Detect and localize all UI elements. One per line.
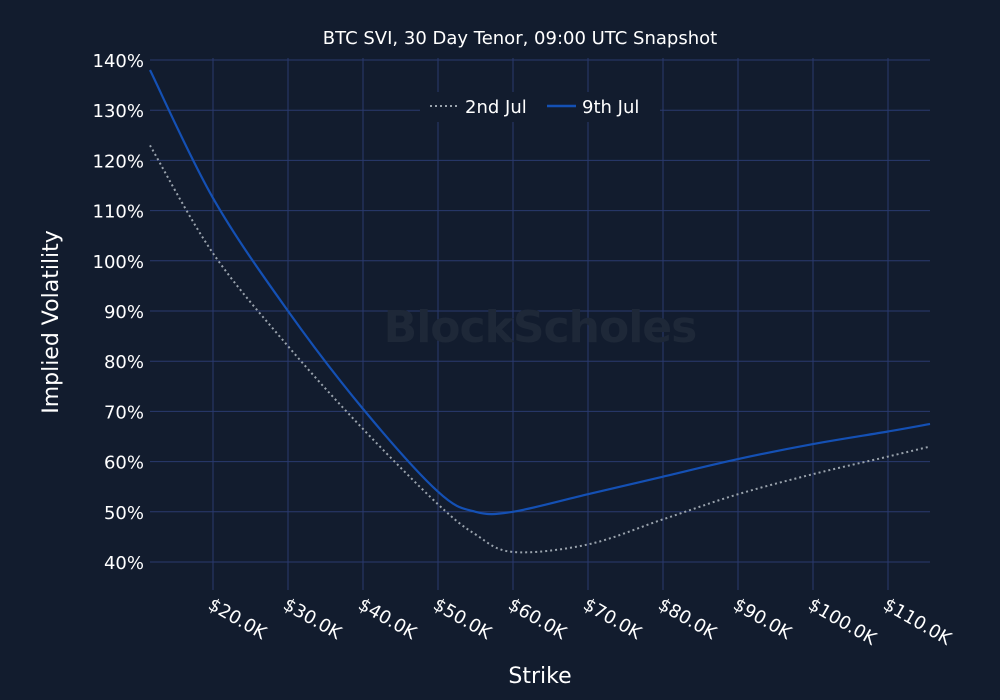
y-tick-label: 110%	[93, 202, 144, 223]
x-axis-title: Strike	[508, 664, 571, 689]
y-axis-ticks: 40% 50% 60% 70% 80% 90% 100% 110% 120% 130% 140%	[93, 51, 144, 574]
x-tick-label: $50.0K	[430, 594, 496, 644]
x-tick-label: $110.0K	[880, 594, 956, 650]
x-tick-label: $70.0K	[580, 594, 646, 644]
watermark: BlockScholes	[384, 302, 697, 353]
x-tick-label: $60.0K	[505, 594, 571, 644]
y-tick-label: 130%	[93, 101, 144, 122]
x-axis-ticks: $20.0K $30.0K $40.0K $50.0K $60.0K $70.0K $80.…	[205, 594, 956, 650]
legend-background	[420, 92, 660, 122]
y-axis-title: Implied Volatility	[39, 230, 64, 414]
chart-title: BTC SVI, 30 Day Tenor, 09:00 UTC Snapsho…	[323, 28, 717, 49]
x-tick-label: $40.0K	[355, 594, 421, 644]
y-tick-label: 120%	[93, 151, 144, 172]
legend-item-2nd-jul[interactable]: 2nd Jul	[430, 97, 527, 118]
x-tick-label: $80.0K	[655, 594, 721, 644]
y-tick-label: 140%	[93, 51, 144, 72]
x-tick-label: $30.0K	[280, 594, 346, 644]
legend-item-9th-jul[interactable]: 9th Jul	[547, 97, 639, 118]
series-9th-jul-line[interactable]	[149, 69, 931, 516]
x-tick-label: $100.0K	[805, 594, 881, 650]
x-tick-label: $20.0K	[205, 594, 271, 644]
y-tick-label: 70%	[104, 402, 144, 423]
y-tick-label: 60%	[104, 453, 144, 474]
grid-lines	[150, 58, 930, 590]
y-tick-label: 90%	[104, 302, 144, 323]
series-lines	[149, 69, 931, 554]
x-tick-label: $90.0K	[730, 594, 796, 644]
legend: 2nd Jul 9th Jul	[420, 92, 660, 122]
legend-label: 9th Jul	[582, 97, 639, 118]
y-tick-label: 100%	[93, 252, 144, 273]
series-2nd-jul-line[interactable]	[149, 144, 931, 554]
y-tick-label: 80%	[104, 352, 144, 373]
legend-label: 2nd Jul	[465, 97, 527, 118]
y-tick-label: 50%	[104, 503, 144, 524]
y-tick-label: 40%	[104, 553, 144, 574]
